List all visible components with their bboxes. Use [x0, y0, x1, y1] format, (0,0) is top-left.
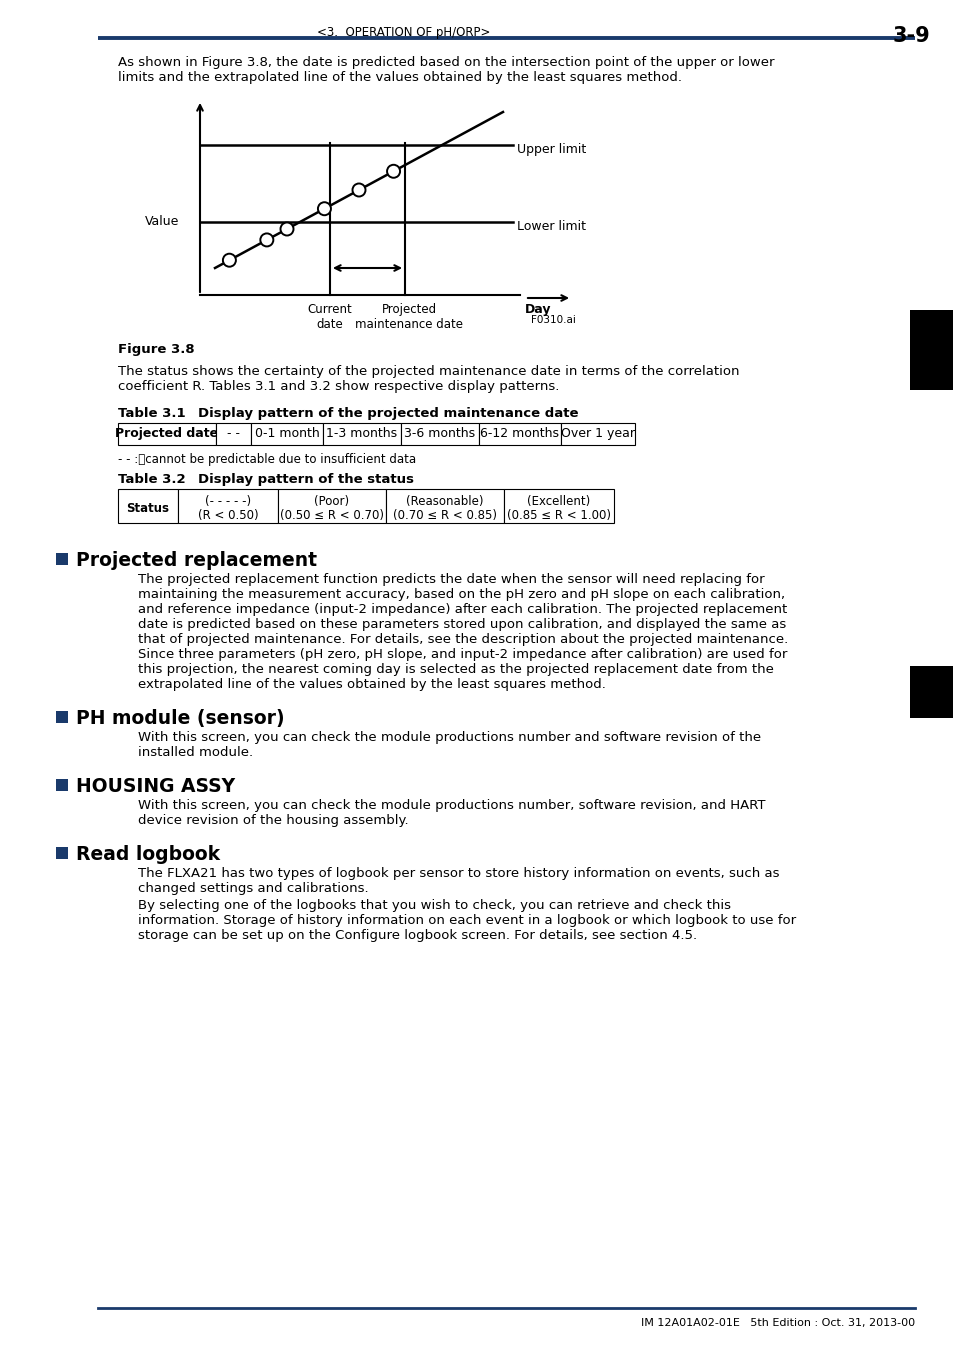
Bar — [503, 489, 614, 522]
Text: (Poor): (Poor) — [314, 495, 349, 508]
Bar — [215, 423, 251, 446]
Text: Upper limit: Upper limit — [517, 143, 586, 155]
Bar — [909, 666, 953, 718]
Text: (Excellent): (Excellent) — [527, 495, 590, 508]
Bar — [478, 423, 560, 446]
Bar — [277, 489, 386, 522]
Bar — [56, 711, 68, 724]
Bar — [56, 779, 68, 791]
Circle shape — [352, 184, 365, 197]
Text: HOUSING ASSY: HOUSING ASSY — [76, 778, 234, 796]
Bar — [118, 423, 215, 446]
Text: 6-12 months: 6-12 months — [480, 427, 558, 440]
Text: 1-3 months: 1-3 months — [326, 427, 397, 440]
Text: The FLXA21 has two types of logbook per sensor to store history information on e: The FLXA21 has two types of logbook per … — [138, 867, 779, 895]
Text: As shown in Figure 3.8, the date is predicted based on the intersection point of: As shown in Figure 3.8, the date is pred… — [118, 55, 774, 84]
Text: Lower limit: Lower limit — [517, 220, 585, 232]
Circle shape — [317, 202, 331, 215]
Text: PH module (sensor): PH module (sensor) — [76, 709, 284, 728]
Text: F0310.ai: F0310.ai — [531, 315, 576, 325]
Text: Projected replacement: Projected replacement — [76, 551, 316, 570]
Text: (- - - - -): (- - - - -) — [205, 495, 251, 508]
Text: Projected
maintenance date: Projected maintenance date — [355, 302, 462, 331]
Text: Table 3.1: Table 3.1 — [118, 406, 186, 420]
Text: Current
date: Current date — [307, 302, 352, 331]
Text: (R < 0.50): (R < 0.50) — [197, 509, 258, 522]
Bar — [909, 310, 953, 390]
Text: IM 12A01A02-01E   5th Edition : Oct. 31, 2013-00: IM 12A01A02-01E 5th Edition : Oct. 31, 2… — [640, 1318, 914, 1328]
Text: Value: Value — [145, 215, 179, 228]
Text: 3-9: 3-9 — [891, 26, 929, 46]
Text: Table 3.2: Table 3.2 — [118, 472, 186, 486]
Text: (0.50 ≤ R < 0.70): (0.50 ≤ R < 0.70) — [280, 509, 384, 522]
Text: The status shows the certainty of the projected maintenance date in terms of the: The status shows the certainty of the pr… — [118, 364, 739, 393]
Circle shape — [260, 234, 274, 247]
Bar — [560, 423, 635, 446]
Bar — [386, 489, 503, 522]
Text: - - :	cannot be predictable due to insufficient data: - - : cannot be predictable due to insuf… — [118, 454, 416, 466]
Circle shape — [280, 223, 294, 235]
Bar — [251, 423, 323, 446]
Bar — [400, 423, 478, 446]
Text: (0.85 ≤ R < 1.00): (0.85 ≤ R < 1.00) — [506, 509, 610, 522]
Circle shape — [223, 254, 235, 267]
Text: Display pattern of the projected maintenance date: Display pattern of the projected mainten… — [198, 406, 578, 420]
Bar — [323, 423, 400, 446]
Text: (0.70 ≤ R < 0.85): (0.70 ≤ R < 0.85) — [393, 509, 497, 522]
Text: 3: 3 — [921, 333, 942, 363]
Text: By selecting one of the logbooks that you wish to check, you can retrieve and ch: By selecting one of the logbooks that yo… — [138, 899, 796, 942]
Text: Display pattern of the status: Display pattern of the status — [198, 472, 414, 486]
Text: Read logbook: Read logbook — [76, 845, 220, 864]
Circle shape — [387, 165, 399, 178]
Text: Projected date: Projected date — [115, 427, 218, 440]
Text: With this screen, you can check the module productions number, software revision: With this screen, you can check the modu… — [138, 799, 764, 828]
Text: <3.  OPERATION OF pH/ORP>: <3. OPERATION OF pH/ORP> — [316, 26, 490, 39]
Text: Day: Day — [524, 302, 551, 316]
Bar — [56, 554, 68, 566]
Text: With this screen, you can check the module productions number and software revis: With this screen, you can check the modu… — [138, 730, 760, 759]
Text: 3-6 months: 3-6 months — [404, 427, 475, 440]
Text: Over 1 year: Over 1 year — [560, 427, 635, 440]
Text: 0-1 month: 0-1 month — [254, 427, 319, 440]
Text: (Reasonable): (Reasonable) — [406, 495, 483, 508]
Bar — [118, 489, 178, 522]
Text: Figure 3.8: Figure 3.8 — [118, 343, 194, 356]
Bar — [178, 489, 277, 522]
Text: PH: PH — [916, 680, 946, 699]
Text: - -: - - — [227, 427, 240, 440]
Text: Status: Status — [127, 502, 170, 514]
Bar — [56, 846, 68, 859]
Text: The projected replacement function predicts the date when the sensor will need r: The projected replacement function predi… — [138, 572, 787, 691]
